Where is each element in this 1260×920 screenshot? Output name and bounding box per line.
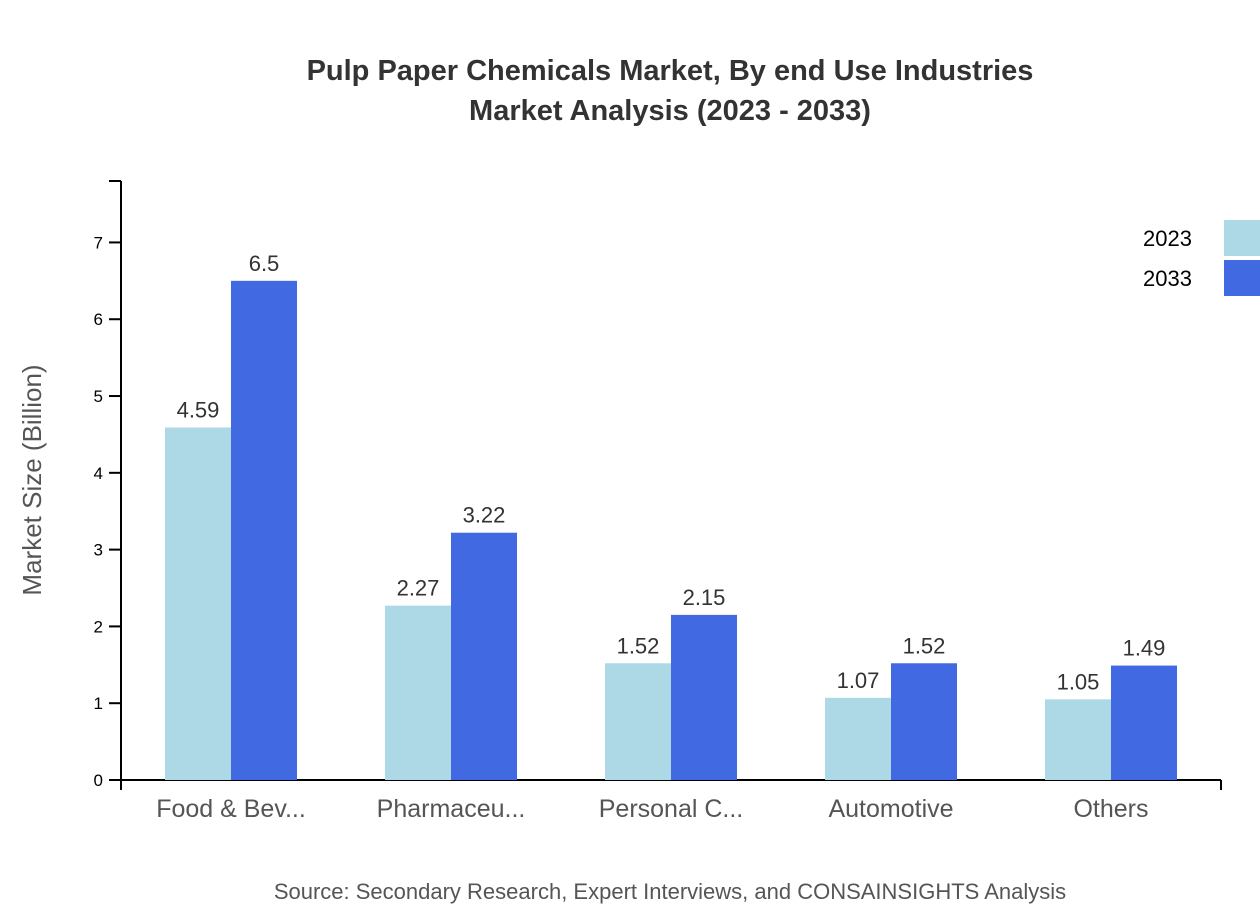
bar-2033 [1111, 665, 1177, 780]
chart-title: Pulp Paper Chemicals Market, By end Use … [307, 55, 1034, 87]
legend: 2023 2033 [1143, 220, 1260, 296]
data-label: 3.22 [463, 503, 506, 528]
y-tick-label: 5 [94, 387, 103, 406]
y-tick-label: 4 [94, 464, 103, 483]
chart-subtitle: Market Analysis (2023 - 2033) [469, 95, 871, 127]
bar-2023 [1045, 699, 1111, 780]
x-tick-label: Pharmaceu... [377, 795, 526, 823]
bars: 4.59 6.5 2.27 3.22 1.52 2.15 1.07 1.52 1.05 1.49 [165, 251, 1177, 780]
y-tick-label: 0 [94, 771, 103, 790]
legend-label: 2033 [1143, 266, 1192, 291]
bar-2023 [385, 605, 451, 780]
legend-swatch [1224, 260, 1260, 296]
data-label: 2.15 [683, 585, 726, 610]
bar-2033 [891, 663, 957, 780]
y-tick-label: 3 [94, 541, 103, 560]
x-tick-label: Others [1073, 795, 1148, 823]
y-tick-label: 2 [94, 617, 103, 636]
data-label: 1.52 [617, 633, 660, 658]
y-tick-label: 1 [94, 694, 103, 713]
y-tick-label: 7 [94, 233, 103, 252]
legend-swatch [1224, 220, 1260, 256]
axes: 0 1 2 3 4 5 6 7 Food & Bev... Pharmaceu... Persona… [94, 180, 1222, 823]
bar-2023 [165, 427, 231, 780]
data-label: 1.49 [1123, 636, 1166, 661]
data-label: 6.5 [249, 251, 280, 276]
x-tick-label: Food & Bev... [156, 795, 306, 823]
data-label: 1.05 [1057, 669, 1100, 694]
x-tick-label: Automotive [828, 795, 953, 823]
data-label: 1.52 [903, 633, 946, 658]
bar-2033 [671, 614, 737, 780]
bar-2033 [451, 532, 517, 780]
y-axis-label: Market Size (Billion) [17, 364, 47, 595]
data-label: 2.27 [397, 576, 440, 601]
bar-2023 [825, 697, 891, 780]
bar-2033 [231, 280, 297, 780]
legend-label: 2023 [1143, 226, 1192, 251]
x-tick-label: Personal C... [599, 795, 744, 823]
data-label: 4.59 [177, 398, 220, 423]
y-tick-label: 6 [94, 310, 103, 329]
bar-2023 [605, 663, 671, 780]
source-note: Source: Secondary Research, Expert Inter… [274, 879, 1066, 904]
data-label: 1.07 [837, 668, 880, 693]
